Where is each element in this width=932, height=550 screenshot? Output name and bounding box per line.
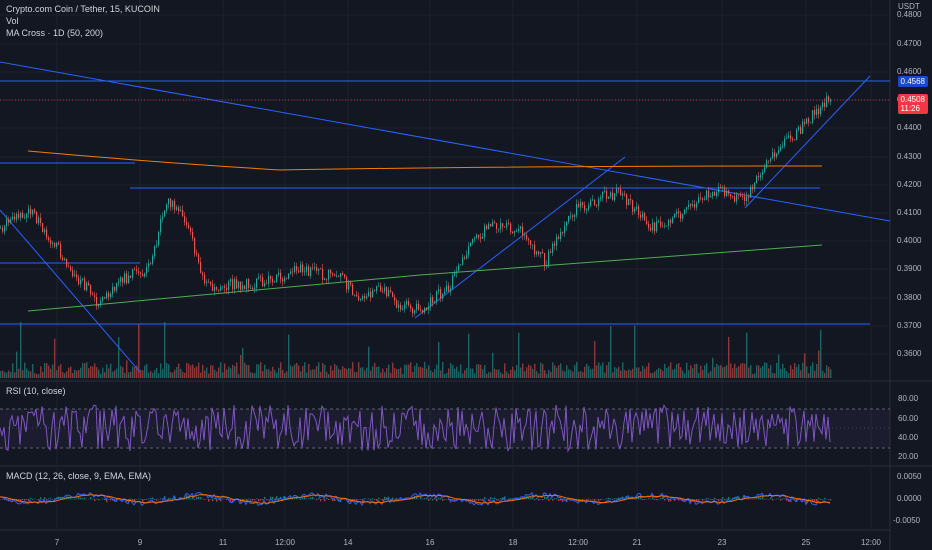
volume-legend[interactable]: Vol: [6, 16, 19, 26]
uptrend-line-right: [744, 75, 871, 209]
time-tick: 7: [54, 538, 60, 547]
price-tick: 0.3600: [897, 349, 922, 358]
ma-cross-legend[interactable]: MA Cross · 1D (50, 200): [6, 28, 104, 38]
ma-50-line: [27, 244, 823, 312]
time-tick: 12:00: [860, 538, 882, 547]
candlesticks: [0, 92, 832, 318]
price-tick: 0.3900: [897, 264, 922, 273]
rsi-line: [0, 404, 831, 453]
uptrend-line-mid: [414, 156, 626, 319]
price-tick: 0.4800: [897, 10, 922, 19]
ma-200-line: [27, 150, 823, 171]
macd-signal-line: [0, 494, 831, 504]
channel-line-left: [0, 209, 141, 373]
macd-tick: 0.0000: [897, 494, 922, 503]
macd-histogram: [0, 495, 832, 503]
price-tick: 0.4400: [897, 123, 922, 132]
drawing-lines[interactable]: [0, 61, 891, 373]
macd-legend-label: MACD (12, 26, close, 9, EMA, EMA): [6, 471, 152, 481]
price-tick: 0.4300: [897, 152, 922, 161]
macd-tick: 0.0050: [897, 472, 922, 481]
price-tick: 0.4600: [897, 67, 922, 76]
time-tick: 18: [508, 538, 518, 547]
price-tick: 0.4200: [897, 180, 922, 189]
macd-tick: -0.0050: [893, 516, 921, 525]
time-tick: 14: [343, 538, 353, 547]
macd-legend[interactable]: MACD (12, 26, close, 9, EMA, EMA): [6, 470, 151, 482]
time-tick: 16: [425, 538, 435, 547]
time-tick: 21: [632, 538, 642, 547]
rsi-tick: 40.00: [898, 433, 919, 442]
price-tick: 0.4700: [897, 39, 922, 48]
last-price-badge: 0.4508 11:26: [897, 94, 928, 114]
rsi-legend[interactable]: RSI (10, close): [6, 385, 66, 397]
horizontal-line-price-badge: 0.4568: [897, 76, 928, 87]
time-tick: 9: [137, 538, 143, 547]
symbol-title[interactable]: Crypto.com Coin / Tether, 15, KUCOIN: [6, 4, 160, 14]
main-legend: Crypto.com Coin / Tether, 15, KUCOIN Vol…: [6, 3, 160, 39]
time-tick: 25: [801, 538, 811, 547]
price-tick: 0.3800: [897, 293, 922, 302]
price-tick: 0.4100: [897, 208, 922, 217]
time-tick: 23: [717, 538, 727, 547]
downtrend-line: [0, 61, 891, 222]
grid: [0, 0, 890, 530]
rsi-tick: 80.00: [898, 394, 919, 403]
time-tick: 12:00: [274, 538, 296, 547]
bar-countdown: 11:26: [900, 104, 920, 113]
price-tick: 0.3700: [897, 321, 922, 330]
rsi-tick: 60.00: [898, 414, 919, 423]
time-tick: 12:00: [567, 538, 589, 547]
last-price-value: 0.4508: [900, 95, 925, 104]
volume-bars: [0, 321, 832, 378]
rsi-legend-label: RSI (10, close): [6, 386, 66, 396]
time-tick: 11: [218, 538, 228, 547]
rsi-tick: 20.00: [898, 452, 919, 461]
price-tick: 0.4000: [897, 236, 922, 245]
currency-label: USDT: [898, 2, 920, 11]
